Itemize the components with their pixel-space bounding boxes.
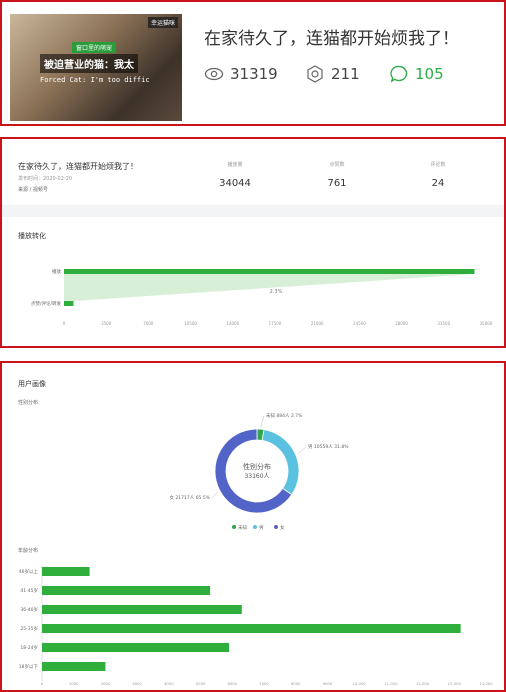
eye-icon <box>204 67 224 81</box>
age-category-label: 18岁以下 <box>19 663 39 670</box>
age-x-tick: 10,000 <box>352 681 366 686</box>
age-category-label: 18-24岁 <box>20 644 38 651</box>
legend-label: 男 <box>259 525 264 531</box>
legend-label: 未知 <box>238 524 247 531</box>
age-bar <box>42 662 106 671</box>
funnel-x-tick: 24500 <box>353 321 366 326</box>
funnel-x-tick: 3500 <box>101 321 112 326</box>
gender-title: 性别分布 <box>18 400 39 406</box>
conversion-area <box>64 274 475 301</box>
age-x-tick: 14,000 <box>479 681 493 686</box>
age-title: 年龄分布 <box>18 548 39 554</box>
comments-stat: 105 <box>389 64 444 84</box>
age-bar <box>42 567 90 576</box>
metric-plays: 播放量 34044 <box>195 161 275 189</box>
funnel-bar <box>64 301 74 306</box>
slice-label: 未知 884人 2.7% <box>266 412 303 419</box>
age-bar-chart: 46岁以上 41-45岁 36-40岁 25-35岁 18-24岁 18岁以下 0 1000 2… <box>19 565 493 686</box>
summary-title: 在家待久了，连猫都开始烦我了！ <box>18 162 138 171</box>
metric-likes: 点赞数 761 <box>297 161 377 189</box>
donut-slice <box>214 428 293 514</box>
views-stat: 31319 <box>204 64 278 84</box>
funnel-category-label: 点赞/评论/转发 <box>31 300 62 307</box>
slice-leader-line <box>211 491 219 499</box>
gender-donut-chart: 未知 884人 2.7% 男 10559人 31.8% 女 21717人 65.5%… <box>170 412 350 531</box>
age-x-tick: 13,000 <box>448 681 462 686</box>
legend-dot <box>274 525 278 529</box>
slice-leader-line <box>260 415 265 428</box>
funnel-x-tick: 31500 <box>437 321 450 326</box>
publish-date: 发布时间：2020-02-20 <box>18 176 73 182</box>
age-bar <box>42 586 211 595</box>
funnel-x-tick: 10500 <box>184 321 197 326</box>
video-thumbnail[interactable]: 幸运猫咪 窗口里的萌宠 被迫营业的猫：我太 Forced Cat: I'm to… <box>10 14 182 121</box>
age-bar <box>42 605 242 614</box>
source-tag: 来源 / 视频号 <box>18 187 48 193</box>
views-count: 31319 <box>230 65 278 83</box>
age-x-tick: 3000 <box>132 681 142 686</box>
age-x-tick: 4000 <box>164 681 174 686</box>
legend-label: 女 <box>280 524 285 531</box>
section-divider <box>2 205 504 217</box>
comments-count: 105 <box>415 65 444 83</box>
analytics-panel: 在家待久了，连猫都开始烦我了！ 发布时间：2020-02-20 来源 / 视频号… <box>0 137 506 348</box>
audience-panel: 用户画像 性别分布 未知 884人 2.7% 男 10559人 31.8% 女 21… <box>0 361 506 692</box>
age-category-label: 25-35岁 <box>20 625 38 632</box>
likes-count: 211 <box>331 65 360 83</box>
audience-title: 用户画像 <box>18 380 46 388</box>
thumbnail-badge: 窗口里的萌宠 <box>72 42 117 53</box>
age-x-tick: 8000 <box>291 681 301 686</box>
donut-center-value: 33160人 <box>244 473 269 480</box>
age-x-tick: 12,000 <box>416 681 430 686</box>
age-x-tick: 5000 <box>196 681 206 686</box>
age-x-tick: 6000 <box>227 681 237 686</box>
age-category-label: 46岁以上 <box>19 568 39 575</box>
funnel-category-label: 播放 <box>52 268 61 275</box>
article-card[interactable]: 幸运猫咪 窗口里的萌宠 被迫营业的猫：我太 Forced Cat: I'm to… <box>0 0 506 126</box>
thumbnail-title: 被迫营业的猫：我太 <box>40 54 138 73</box>
metric-value: 761 <box>327 178 347 189</box>
funnel-x-tick: 0 <box>63 321 66 326</box>
age-x-tick: 9000 <box>323 681 333 686</box>
funnel-bar <box>64 269 475 274</box>
thumbnail-watermark: 幸运猫咪 <box>147 17 178 28</box>
funnel-x-tick: 7000 <box>143 321 154 326</box>
flower-like-icon <box>307 65 323 83</box>
metric-value: 24 <box>431 178 445 189</box>
age-bar <box>42 643 230 652</box>
funnel-x-tick: 14000 <box>226 321 239 326</box>
age-x-tick: 2000 <box>101 681 111 686</box>
metric-label: 点赞数 <box>329 162 345 168</box>
age-x-tick: 7000 <box>259 681 269 686</box>
donut-center-title: 性别分布 <box>243 462 271 471</box>
slice-leader-line <box>297 446 307 454</box>
comment-bubble-icon <box>390 65 408 83</box>
funnel-title: 播放转化 <box>18 232 46 240</box>
conversion-rate-label: 2.3% <box>270 289 283 295</box>
age-category-label: 36-40岁 <box>20 606 38 613</box>
article-title[interactable]: 在家待久了，连猫都开始烦我了！ <box>204 29 459 49</box>
age-x-tick: 11,000 <box>384 681 398 686</box>
age-x-tick: 1000 <box>69 681 79 686</box>
metric-comments: 评论数 24 <box>398 161 478 189</box>
age-bar <box>42 624 461 633</box>
thumbnail-subtitle: Forced Cat: I'm too diffic <box>40 76 150 84</box>
legend-dot <box>232 525 236 529</box>
funnel-x-tick: 35000 <box>480 321 493 326</box>
legend-dot <box>253 525 257 529</box>
age-category-label: 41-45岁 <box>20 587 38 594</box>
slice-label: 女 21717人 65.5% <box>170 494 211 501</box>
slice-label: 男 10559人 31.8% <box>308 444 349 450</box>
funnel-x-tick: 17500 <box>269 321 282 326</box>
likes-stat: 211 <box>305 64 360 84</box>
metric-label: 播放量 <box>227 162 243 168</box>
metric-value: 34044 <box>219 178 251 189</box>
funnel-x-tick: 21000 <box>311 321 324 326</box>
age-x-tick: 0 <box>41 681 44 686</box>
funnel-x-tick: 28000 <box>395 321 408 326</box>
metric-label: 评论数 <box>430 162 446 168</box>
